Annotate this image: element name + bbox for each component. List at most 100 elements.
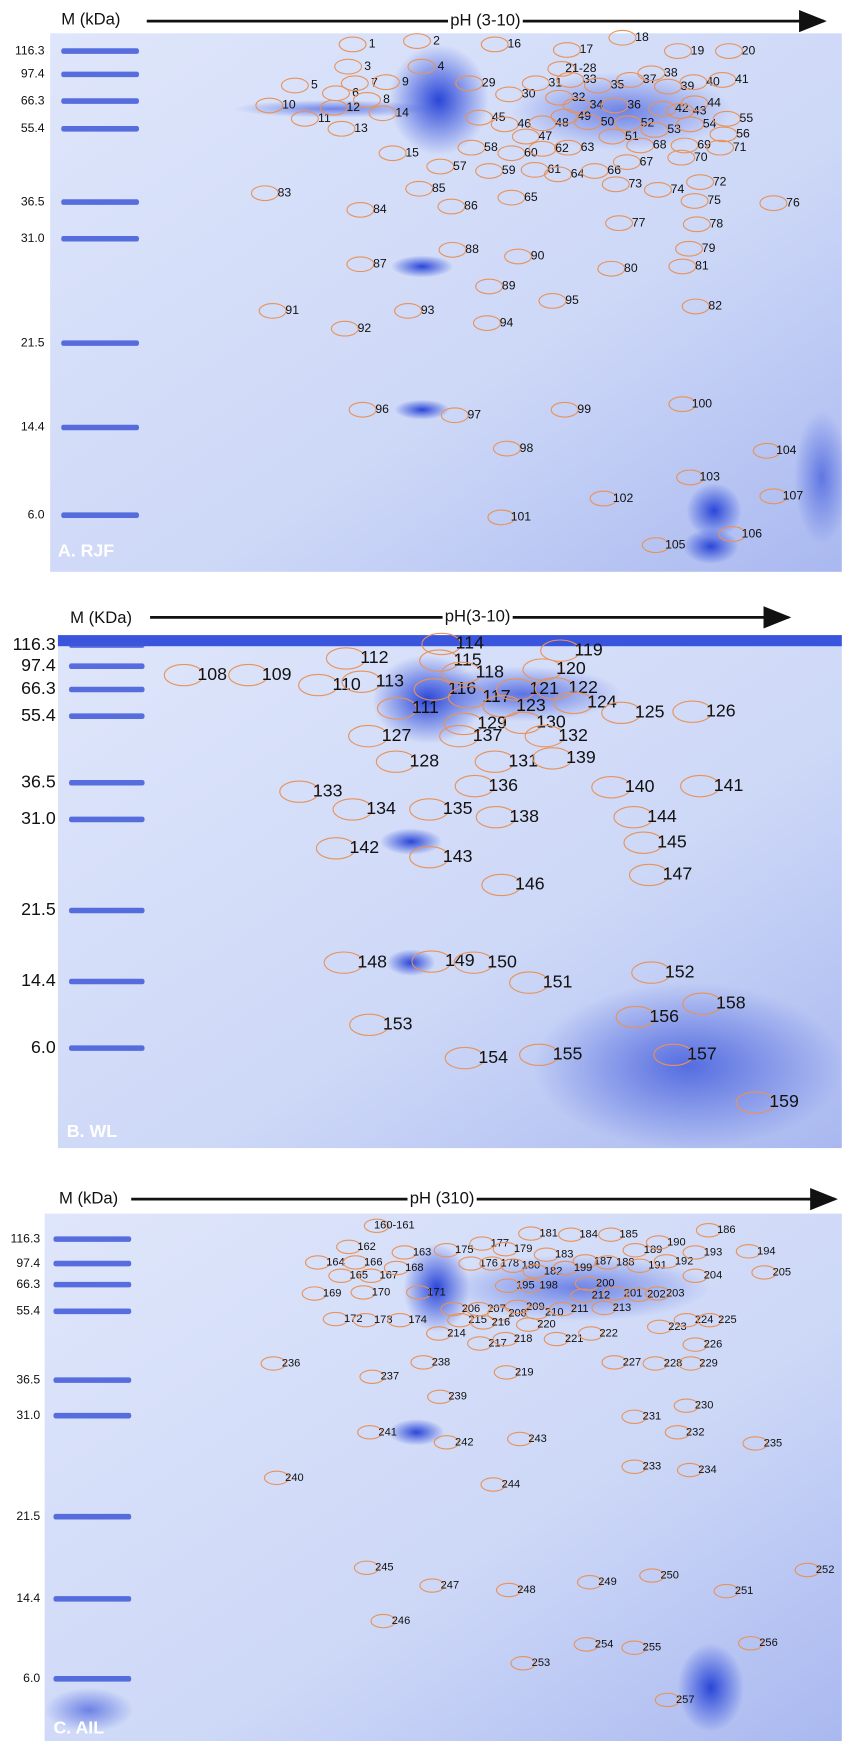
label-backing <box>442 606 513 626</box>
marker-band <box>61 98 139 104</box>
marker-band <box>61 48 139 54</box>
spot-outline <box>492 440 521 457</box>
spot-label: 220 <box>537 1319 556 1331</box>
spot-label: 1 <box>369 37 376 51</box>
spot-outline <box>601 176 630 193</box>
spot-outline <box>403 33 431 49</box>
spot-label: 163 <box>413 1246 432 1258</box>
spot-outline <box>676 116 705 133</box>
spot-label: 46 <box>517 117 531 131</box>
spot-outline <box>670 137 699 154</box>
marker-band <box>53 1676 132 1682</box>
spot-outline <box>453 951 494 974</box>
spot-outline <box>336 1239 362 1255</box>
spot-outline <box>538 293 567 309</box>
spot-label: 149 <box>445 950 475 970</box>
spot-label: 29 <box>482 75 496 89</box>
spot-label: 246 <box>392 1615 411 1627</box>
spot-label: 184 <box>579 1229 598 1241</box>
spot-outline <box>495 1582 522 1598</box>
spot-outline <box>353 1560 380 1576</box>
spot-label: 32 <box>572 90 586 104</box>
spot-label: 58 <box>484 140 498 154</box>
spot-label: 112 <box>360 647 388 667</box>
spot-outline <box>279 780 320 803</box>
spot-outline <box>549 1301 575 1317</box>
marker-band <box>69 907 145 914</box>
spot-outline <box>348 724 389 748</box>
spot-label: 257 <box>676 1694 695 1706</box>
spot-outline <box>621 1409 647 1425</box>
spot-label: 188 <box>616 1256 635 1268</box>
spot-outline <box>545 89 574 106</box>
spot-outline <box>327 120 356 137</box>
spot-outline <box>480 36 509 53</box>
spot-outline <box>518 1226 544 1241</box>
spot-outline <box>475 163 504 179</box>
spot-outline <box>675 240 704 257</box>
spot-label: 140 <box>625 776 655 796</box>
spot-outline <box>467 1336 493 1351</box>
spot-outline <box>645 1235 672 1250</box>
spot-outline <box>342 1255 369 1270</box>
spot-label: 212 <box>592 1290 611 1302</box>
spot-outline <box>637 65 666 82</box>
spot-label: 255 <box>643 1642 662 1654</box>
spot-outline <box>718 526 747 542</box>
spot-outline <box>680 774 721 798</box>
marker-label: 66.3 <box>21 93 45 107</box>
spot-outline <box>425 1326 452 1341</box>
spot-outline <box>613 805 654 829</box>
spot-label: 175 <box>455 1244 474 1256</box>
gel-panel: M (KDa) pH(3-10) B. WL 116.397.4 66.3 55.4 36.… <box>13 606 799 1141</box>
spot-outline <box>352 1312 379 1328</box>
spot-outline <box>280 77 309 94</box>
ph-axis-label: pH (310) <box>410 1189 475 1208</box>
spot-label: 124 <box>587 692 617 712</box>
spot-outline <box>458 1256 484 1271</box>
spot-outline <box>250 185 279 202</box>
spot-outline <box>358 1268 384 1283</box>
spot-label: 174 <box>408 1314 427 1326</box>
spot-outline <box>454 774 495 798</box>
marker-label: 14.4 <box>16 1591 40 1605</box>
spot-label: 225 <box>718 1314 737 1326</box>
marker-band <box>61 71 139 78</box>
spot-outline <box>440 407 469 424</box>
spot-outline <box>626 137 655 154</box>
spot-outline <box>735 1244 762 1259</box>
spot-label: 125 <box>635 702 665 722</box>
spot-outline <box>419 649 460 672</box>
spot-outline <box>349 1013 390 1037</box>
spot-label: 70 <box>694 150 708 164</box>
spot-label: 250 <box>660 1569 679 1581</box>
spot-outline <box>686 174 715 190</box>
spot-label: 235 <box>764 1437 783 1449</box>
spot-label: 145 <box>657 831 687 851</box>
spot-outline <box>438 241 467 258</box>
spot-outline <box>519 1043 560 1067</box>
spot-outline <box>601 1355 627 1370</box>
marker-band <box>53 1281 132 1288</box>
spot-label: 80 <box>624 261 638 275</box>
marker-band <box>61 340 139 346</box>
spot-outline <box>359 1369 385 1385</box>
spot-label: 48 <box>555 115 569 129</box>
spot-outline <box>648 100 677 117</box>
marker-label: 66.3 <box>21 678 56 698</box>
spot-label: 55 <box>740 111 754 125</box>
marker-label: 14.4 <box>21 420 45 434</box>
spot-outline <box>315 837 357 860</box>
spot-outline <box>510 1656 536 1671</box>
spot-outline <box>470 1315 496 1330</box>
spot-label: 85 <box>432 181 446 195</box>
spot-label: 226 <box>704 1339 723 1351</box>
spot-label: 69 <box>697 138 711 152</box>
spot-outline <box>521 75 550 92</box>
spot-outline <box>589 490 618 507</box>
spot-label: 237 <box>381 1371 400 1383</box>
spot-outline <box>706 139 735 156</box>
spot-label: 74 <box>671 182 685 196</box>
spot-label: 100 <box>692 396 713 410</box>
spot-label: 192 <box>675 1255 694 1267</box>
